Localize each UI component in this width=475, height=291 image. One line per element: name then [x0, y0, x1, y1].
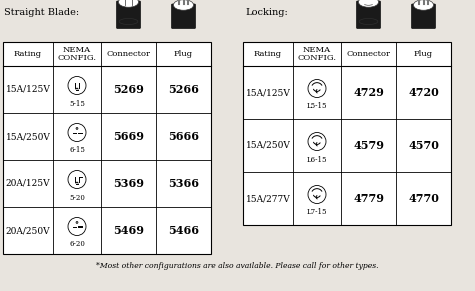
Text: 20A/125V: 20A/125V	[6, 179, 50, 188]
Text: 6-20: 6-20	[69, 240, 85, 249]
FancyBboxPatch shape	[411, 4, 436, 29]
FancyBboxPatch shape	[357, 1, 380, 29]
Text: 4729: 4729	[353, 87, 384, 98]
Text: Plug: Plug	[174, 50, 193, 58]
Ellipse shape	[359, 19, 378, 24]
Text: *Most other configurations are also available. Please call for other types.: *Most other configurations are also avai…	[96, 262, 378, 270]
FancyBboxPatch shape	[171, 4, 196, 29]
Ellipse shape	[119, 19, 138, 24]
Text: 20A/250V: 20A/250V	[6, 226, 50, 235]
Text: Plug: Plug	[414, 50, 433, 58]
Text: 5-20: 5-20	[69, 194, 85, 201]
Ellipse shape	[413, 0, 434, 10]
Text: 15A/125V: 15A/125V	[6, 85, 50, 94]
Text: Rating: Rating	[254, 50, 282, 58]
Text: 5269: 5269	[113, 84, 144, 95]
Bar	[3, 42, 211, 254]
Ellipse shape	[118, 0, 139, 7]
Text: 5366: 5366	[168, 178, 199, 189]
Bar	[243, 42, 451, 225]
Ellipse shape	[358, 0, 379, 7]
Text: Connector: Connector	[106, 50, 151, 58]
Text: 15A/277V: 15A/277V	[246, 194, 290, 203]
Text: NEMA
CONFIG.: NEMA CONFIG.	[57, 46, 96, 62]
Text: 5-15: 5-15	[69, 100, 85, 107]
Text: L7-15: L7-15	[307, 208, 327, 217]
Text: 5466: 5466	[168, 225, 199, 236]
Text: 6-15: 6-15	[69, 146, 85, 155]
Text: Rating: Rating	[14, 50, 42, 58]
Circle shape	[68, 123, 86, 141]
Ellipse shape	[173, 0, 194, 10]
Text: 5369: 5369	[113, 178, 144, 189]
FancyBboxPatch shape	[116, 1, 141, 29]
Circle shape	[68, 171, 86, 189]
Text: 5469: 5469	[113, 225, 144, 236]
Circle shape	[308, 185, 326, 203]
Text: 5669: 5669	[113, 131, 144, 142]
Text: 15A/250V: 15A/250V	[6, 132, 50, 141]
Text: NEMA
CONFIG.: NEMA CONFIG.	[297, 46, 336, 62]
Text: 5666: 5666	[168, 131, 199, 142]
Circle shape	[68, 217, 86, 235]
Circle shape	[308, 132, 326, 150]
Text: 4779: 4779	[353, 193, 384, 204]
Circle shape	[68, 77, 86, 95]
Text: 5266: 5266	[168, 84, 199, 95]
Text: Straight Blade:: Straight Blade:	[4, 8, 79, 17]
Text: 4720: 4720	[408, 87, 439, 98]
Text: 4570: 4570	[408, 140, 439, 151]
Text: Connector: Connector	[346, 50, 390, 58]
Text: L5-15: L5-15	[307, 102, 327, 111]
Text: Locking:: Locking:	[245, 8, 288, 17]
Text: 15A/250V: 15A/250V	[246, 141, 290, 150]
Text: 4579: 4579	[353, 140, 384, 151]
Text: 4770: 4770	[408, 193, 439, 204]
Text: 15A/125V: 15A/125V	[246, 88, 290, 97]
Text: L6-15: L6-15	[307, 155, 327, 164]
Circle shape	[308, 79, 326, 97]
